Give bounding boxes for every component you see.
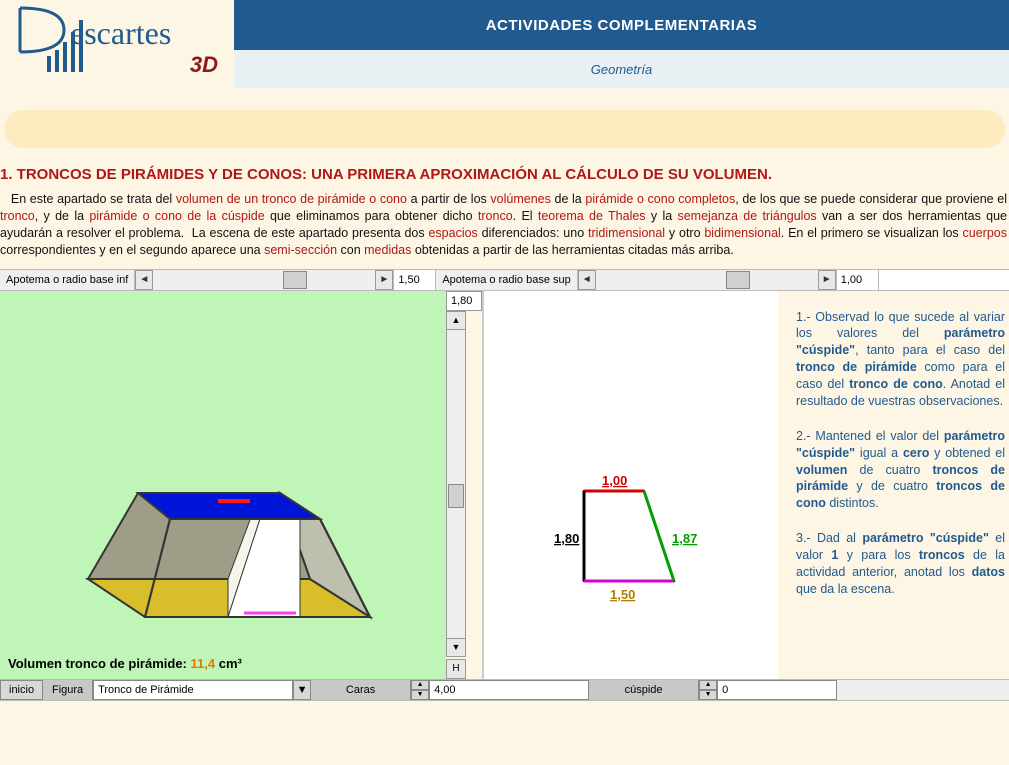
header: escartes 3D ACTIVIDADES COMPLEMENTARIAS …	[0, 0, 1009, 88]
section-2d-icon: 1,00 1,80 1,87 1,50	[554, 471, 734, 631]
slider-inf-value[interactable]: 1,50	[394, 270, 436, 290]
section-heading: 1. TRONCOS DE PIRÁMIDES Y DE CONOS: UNA …	[0, 166, 1009, 191]
svg-text:1,50: 1,50	[610, 587, 635, 602]
instruction-2: 2.- Mantened el valor del parámetro "cús…	[796, 428, 1005, 512]
logo-area: escartes 3D	[0, 0, 234, 88]
inicio-button[interactable]: inicio	[0, 680, 43, 700]
volume-label: Volumen tronco de pirámide: 11,4 cm³	[8, 656, 242, 671]
logo-3d-label: 3D	[190, 52, 218, 78]
slider-inf[interactable]: ◄ ►	[135, 270, 394, 290]
slider-inf-track[interactable]	[153, 270, 375, 290]
svg-text:1,80: 1,80	[554, 531, 579, 546]
slider-inf-label: Apotema o radio base inf	[0, 270, 135, 290]
svg-text:1,00: 1,00	[602, 473, 627, 488]
slider-inf-thumb[interactable]	[283, 271, 307, 289]
figura-value[interactable]: Tronco de Pirámide	[93, 680, 293, 700]
caras-spinner[interactable]: ▲▼	[411, 680, 429, 700]
vertical-value-box: 1,80	[446, 291, 482, 311]
intro-paragraph: En este apartado se trata del volumen de…	[0, 191, 1009, 269]
vertical-scrollbar[interactable]: ▲ ▼	[446, 311, 466, 657]
instruction-1: 1.- Observad lo que sucede al variar los…	[796, 309, 1005, 410]
vertical-value[interactable]: 1,80	[446, 291, 482, 311]
slider-inf-left-icon[interactable]: ◄	[135, 270, 153, 290]
slider-sup-label: Apotema o radio base sup	[436, 270, 577, 290]
vscroll-track[interactable]	[447, 330, 465, 638]
cuspide-spinner[interactable]: ▲▼	[699, 680, 717, 700]
viz2d-canvas[interactable]: 1,00 1,80 1,87 1,50	[482, 291, 778, 679]
caras-label: Caras	[311, 680, 411, 700]
figura-label: Figura	[43, 680, 93, 700]
caras-down-icon: ▼	[411, 690, 429, 700]
page-subtitle: Geometría	[234, 50, 1009, 88]
slider-sup-thumb[interactable]	[726, 271, 750, 289]
page-title: ACTIVIDADES COMPLEMENTARIAS	[234, 0, 1009, 50]
viz3d-canvas[interactable]: Volumen tronco de pirámide: 11,4 cm³	[0, 291, 446, 679]
figura-dropdown-icon[interactable]: ▼	[293, 680, 311, 700]
vscroll-thumb[interactable]	[448, 484, 464, 508]
volume-value: 11,4	[191, 656, 216, 671]
vscroll-down-icon[interactable]: ▼	[447, 638, 465, 656]
decorative-pill	[4, 110, 1005, 148]
slider-inf-right-icon[interactable]: ►	[375, 270, 393, 290]
header-right: ACTIVIDADES COMPLEMENTARIAS Geometría	[234, 0, 1009, 88]
cuspide-up-icon: ▲	[699, 680, 717, 690]
caras-up-icon: ▲	[411, 680, 429, 690]
figura-select[interactable]: Tronco de Pirámide ▼	[93, 680, 311, 700]
slider-sup-track[interactable]	[596, 270, 818, 290]
svg-text:1,87: 1,87	[672, 531, 697, 546]
instructions: 1.- Observad lo que sucede al variar los…	[778, 291, 1009, 679]
instruction-3: 3.- Dad al parámetro "cúspide" el valor …	[796, 530, 1005, 598]
cuspide-down-icon: ▼	[699, 690, 717, 700]
slider-row: Apotema o radio base inf ◄ ► 1,50 Apotem…	[0, 269, 1009, 291]
visualization-row: Volumen tronco de pirámide: 11,4 cm³ 1,8…	[0, 291, 1009, 679]
slider-sup-left-icon[interactable]: ◄	[578, 270, 596, 290]
viz3d-wrap: Volumen tronco de pirámide: 11,4 cm³ 1,8…	[0, 291, 482, 679]
slider-sup-right-icon[interactable]: ►	[818, 270, 836, 290]
vscroll-up-icon[interactable]: ▲	[447, 312, 465, 330]
logo-text: escartes	[70, 15, 171, 51]
slider-sup-value[interactable]: 1,00	[837, 270, 879, 290]
caras-value[interactable]: 4,00	[429, 680, 589, 700]
bottom-controls: inicio Figura Tronco de Pirámide ▼ Caras…	[0, 679, 1009, 701]
pill-container	[0, 88, 1009, 166]
h-button[interactable]: H	[446, 659, 466, 679]
cuspide-label: cúspide	[589, 680, 699, 700]
cuspide-value[interactable]: 0	[717, 680, 837, 700]
slider-sup[interactable]: ◄ ►	[578, 270, 837, 290]
pyramid-3d-icon	[0, 291, 446, 679]
